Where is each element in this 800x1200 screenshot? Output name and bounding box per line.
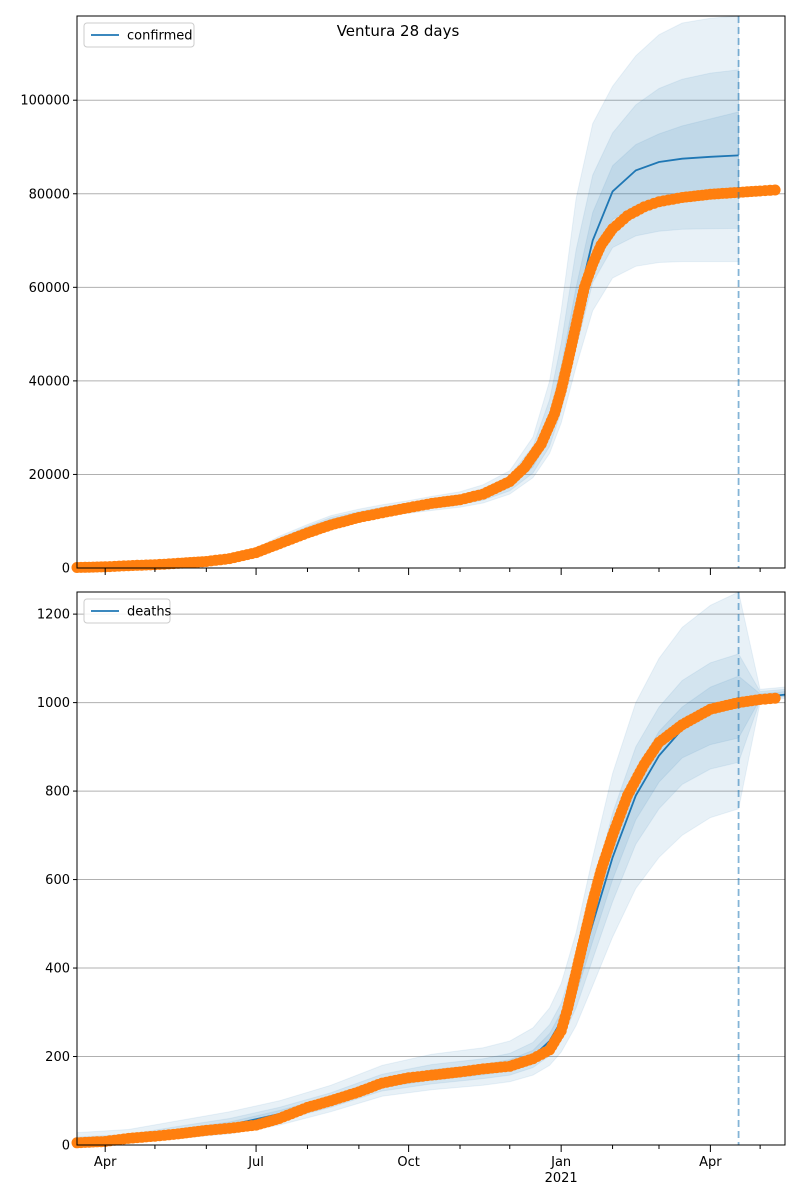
x-tick-label: Jan [550, 1155, 571, 1170]
deaths-legend-label: deaths [127, 605, 172, 620]
deaths-y-tick-label: 800 [45, 785, 70, 800]
x-tick-label: Apr [699, 1155, 722, 1170]
confirmed-uncertainty-band [76, 15, 740, 569]
confirmed-y-tick-label: 20000 [29, 468, 70, 483]
confirmed-legend-box [83, 22, 195, 48]
deaths-y-tick-label: 1200 [37, 608, 70, 623]
deaths-y-tick-label: 600 [45, 873, 70, 888]
deaths-panel: 0 200 400 600 800 1000 1200 Apr Jul Oct Jan Apr deat… [37, 591, 786, 1170]
x-tick-label: Jul [247, 1155, 264, 1170]
confirmed-observed-point [769, 184, 781, 196]
x-tick-label: Apr [94, 1155, 117, 1170]
deaths-y-tick-label: 0 [62, 1139, 70, 1154]
confirmed-uncertainty-band [76, 111, 740, 569]
deaths-axes-frame [76, 591, 786, 1146]
deaths-y-tick-label: 400 [45, 962, 70, 977]
x-year-label: 2021 [545, 1171, 578, 1186]
x-tick-label: Oct [397, 1155, 419, 1170]
confirmed-y-tick-label: 100000 [20, 94, 70, 109]
figure-title: Ventura 28 days [337, 22, 460, 40]
confirmed-y-tick-label: 80000 [29, 187, 70, 202]
deaths-legend-box [83, 598, 171, 624]
confirmed-axes-frame [76, 15, 786, 569]
confirmed-panel: 0 20000 40000 60000 80000 100000 confirmed [20, 15, 786, 577]
deaths-y-tick-label: 1000 [37, 696, 70, 711]
deaths-observed-point [769, 692, 781, 704]
deaths-uncertainty-band [76, 591, 786, 1146]
confirmed-y-tick-label: 60000 [29, 281, 70, 296]
confirmed-legend-label: confirmed [127, 29, 193, 44]
confirmed-y-tick-label: 0 [62, 562, 70, 577]
confirmed-y-tick-label: 40000 [29, 374, 70, 389]
deaths-y-tick-label: 200 [45, 1050, 70, 1065]
